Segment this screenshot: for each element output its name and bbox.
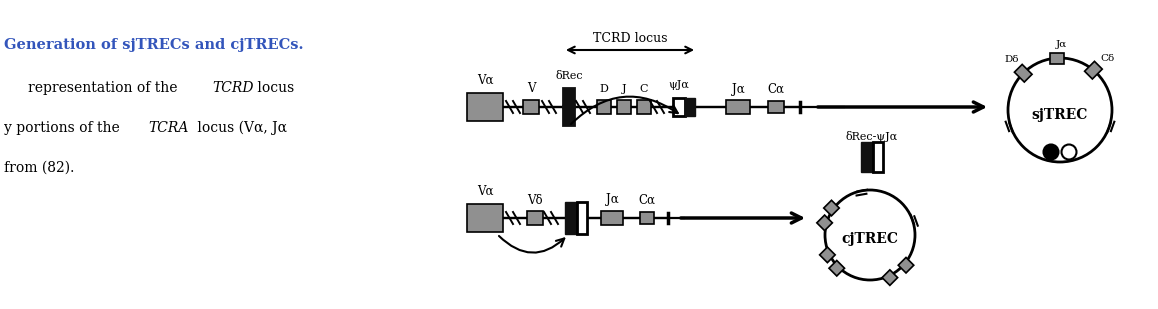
Text: locus: locus [252,81,294,95]
Bar [565,202,577,234]
Text: y portions of the: y portions of the [3,121,124,135]
Bar [873,142,884,172]
Text: representation of the: representation of the [28,81,182,95]
Bar [882,270,897,286]
Bar [640,212,654,224]
Text: TCRA: TCRA [148,121,189,135]
Text: Dδ: Dδ [1004,55,1019,64]
Text: from (82).: from (82). [3,161,74,175]
Text: ψJα: ψJα [668,80,689,90]
Bar [467,93,503,121]
Text: Vδ: Vδ [527,193,543,206]
Bar [601,211,623,225]
Bar [598,100,611,114]
Text: δRec: δRec [555,71,582,81]
Text: C: C [639,84,648,94]
Text: Vα: Vα [477,184,493,197]
Text: TCRD: TCRD [212,81,254,95]
Text: Generation of sjTRECs and cjTRECs.: Generation of sjTRECs and cjTRECs. [3,38,303,52]
Circle shape [563,101,576,113]
Bar [637,100,651,114]
Bar [899,257,914,273]
Bar [577,202,587,234]
Bar [1014,64,1032,82]
Text: D: D [600,84,608,94]
Bar [1050,53,1064,64]
Text: locus (Vα, Jα: locus (Vα, Jα [193,121,287,135]
Text: Jα: Jα [732,83,745,95]
Bar [823,200,840,216]
FancyArrowPatch shape [571,97,677,124]
Text: Jα: Jα [606,193,618,206]
Bar [829,260,844,276]
Bar [467,204,503,232]
Circle shape [1007,58,1112,162]
Circle shape [824,190,915,280]
Text: Cα: Cα [768,83,784,95]
Bar [862,142,873,172]
Bar [1085,61,1102,79]
Text: TCRD locus: TCRD locus [593,32,667,45]
Bar [816,215,833,231]
Text: V: V [527,83,535,95]
Text: δRec-ψJα: δRec-ψJα [845,130,899,142]
Bar [673,98,686,116]
Text: Vα: Vα [477,74,493,87]
Bar [820,247,835,263]
Text: Jα: Jα [1056,40,1067,49]
Bar [617,100,631,114]
Text: J: J [622,84,626,94]
Circle shape [1043,145,1058,159]
Circle shape [1062,145,1077,159]
Text: sjTREC: sjTREC [1032,108,1089,122]
Bar [563,88,576,126]
Bar [768,101,784,113]
Text: cjTREC: cjTREC [842,232,899,246]
Bar [726,100,750,114]
Text: Cδ: Cδ [1100,54,1114,63]
Bar [686,98,695,116]
Bar [523,100,538,114]
Text: Cα: Cα [638,193,655,206]
FancyArrowPatch shape [499,236,564,253]
Bar [527,211,543,225]
